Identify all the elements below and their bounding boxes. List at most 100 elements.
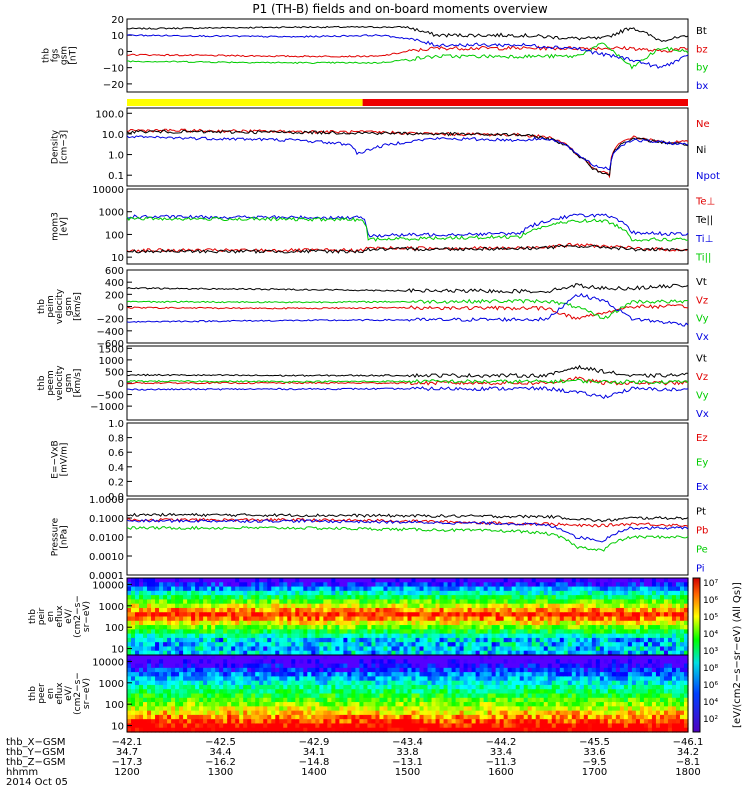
heatmap-cell [567, 702, 573, 707]
heatmap-cell [295, 637, 300, 643]
heatmap-cell [607, 629, 613, 635]
heatmap-cell [387, 655, 393, 660]
heatmap-cell [539, 689, 545, 695]
heatmap-cell [439, 727, 445, 733]
heatmap-cell [387, 586, 393, 592]
heatmap-cell [571, 697, 577, 703]
heatmap-cell [543, 663, 549, 669]
heatmap-cell [559, 710, 565, 716]
heatmap-cell [263, 590, 268, 596]
heatmap-cell [423, 629, 429, 635]
heatmap-cell [267, 684, 272, 690]
heatmap-cell [623, 697, 629, 703]
heatmap-cell [487, 586, 493, 592]
heatmap-cell [331, 706, 336, 712]
heatmap-cell [531, 612, 537, 618]
heatmap-cell [359, 723, 365, 729]
heatmap-cell [231, 650, 236, 656]
heatmap-cell [463, 595, 469, 600]
heatmap-cell [451, 612, 457, 618]
heatmap-cell [235, 646, 240, 652]
heatmap-cell [419, 607, 425, 613]
heatmap-cell [299, 616, 304, 622]
heatmap-cell [271, 667, 276, 673]
heatmap-cell [507, 607, 513, 613]
heatmap-cell [411, 680, 417, 686]
heatmap-cell [443, 590, 449, 596]
heatmap-cell [579, 663, 585, 669]
heatmap-cell [671, 595, 677, 600]
heatmap-cell [563, 706, 569, 712]
heatmap-cell [227, 727, 232, 733]
heatmap-cell [531, 642, 537, 648]
heatmap-cell [487, 646, 493, 652]
heatmap-cell [331, 625, 336, 630]
heatmap-cell [311, 607, 316, 613]
heatmap-cell [503, 693, 509, 699]
heatmap-cell [379, 633, 385, 639]
heatmap-cell [347, 706, 352, 712]
heatmap-cell [543, 633, 549, 639]
heatmap-cell [251, 646, 256, 652]
heatmap-cell [131, 706, 136, 712]
heatmap-cell [231, 702, 236, 707]
heatmap-cell [223, 663, 228, 669]
heatmap-cell [403, 659, 409, 665]
heatmap-cell [375, 710, 381, 716]
heatmap-cell [515, 599, 521, 605]
heatmap-cell [255, 684, 260, 690]
series-line-peim-Vx [126, 292, 689, 327]
heatmap-cell [359, 680, 365, 686]
heatmap-cell [623, 655, 629, 660]
heatmap-cell [351, 578, 357, 583]
heatmap-cell [571, 702, 577, 707]
heatmap-cell [315, 612, 320, 618]
heatmap-cell [671, 646, 677, 652]
heatmap-cell [519, 680, 525, 686]
heatmap-cell [203, 702, 208, 707]
heatmap-cell [631, 693, 637, 699]
heatmap-cell [363, 578, 369, 583]
heatmap-cell [339, 680, 344, 686]
heatmap-cell [491, 659, 497, 665]
legend-entry: by [696, 63, 708, 74]
heatmap-cell [187, 714, 192, 720]
heatmap-cell [435, 719, 441, 725]
heatmap-cell [555, 659, 561, 665]
heatmap-cell [503, 706, 509, 712]
heatmap-cell [635, 595, 641, 600]
heatmap-cell [267, 642, 272, 648]
heatmap-cell [531, 719, 537, 725]
heatmap-cell [547, 582, 553, 588]
heatmap-cell [139, 625, 144, 630]
heatmap-cell [407, 625, 413, 630]
heatmap-cell [339, 650, 344, 656]
heatmap-cell [603, 616, 609, 622]
heatmap-cell [627, 719, 633, 725]
heatmap-cell [339, 629, 344, 635]
heatmap-cell [143, 620, 148, 626]
heatmap-cell [199, 607, 204, 613]
heatmap-cell [407, 719, 413, 725]
heatmap-cell [591, 595, 597, 600]
heatmap-cell [567, 607, 573, 613]
heatmap-cell [279, 655, 284, 660]
heatmap-cell [275, 642, 280, 648]
heatmap-cell [531, 702, 537, 707]
heatmap-cell [183, 667, 188, 673]
heatmap-cell [163, 667, 168, 673]
heatmap-cell [559, 684, 565, 690]
heatmap-cell [219, 689, 224, 695]
heatmap-cell [175, 633, 180, 639]
heatmap-cell [499, 582, 505, 588]
heatmap-cell [335, 710, 340, 716]
heatmap-cell [475, 578, 481, 583]
heatmap-cell [155, 590, 160, 596]
heatmap-cell [247, 578, 252, 583]
heatmap-cell [263, 637, 268, 643]
heatmap-cell [283, 599, 288, 605]
heatmap-cell [219, 663, 224, 669]
heatmap-cell [175, 706, 180, 712]
heatmap-cell [135, 697, 140, 703]
